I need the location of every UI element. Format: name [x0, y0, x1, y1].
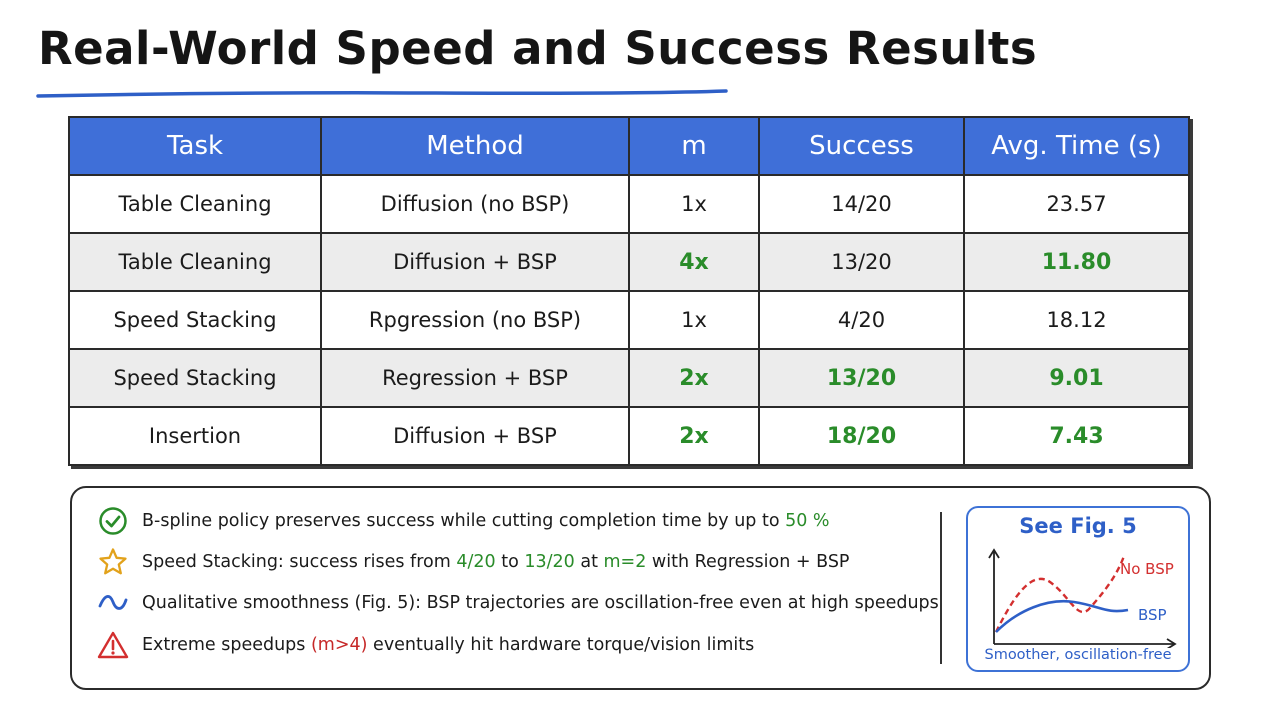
header-method: Method	[320, 116, 630, 176]
figure-callout: See Fig. 5 No BSP BSP Smoother, oscillat…	[966, 506, 1190, 672]
figure-caption: Smoother, oscillation-free	[984, 647, 1172, 663]
note-item: B-spline policy preserves success while …	[96, 506, 830, 536]
cell-success: 13/20	[758, 232, 965, 292]
no-bsp-curve	[994, 555, 1126, 633]
cell-m: 4x	[628, 232, 760, 292]
table-row: Speed Stacking Rpgression (no BSP) 1x 4/…	[68, 290, 1190, 350]
cell-time: 18.12	[963, 290, 1190, 350]
note-item: Speed Stacking: success rises from 4/20 …	[96, 547, 849, 577]
title-underline	[36, 89, 728, 98]
cell-method: Diffusion (no BSP)	[320, 174, 630, 234]
figure-title: See Fig. 5	[1019, 514, 1137, 538]
cell-method: Diffusion + BSP	[320, 232, 630, 292]
bsp-curve	[995, 599, 1129, 633]
note-item: Extreme speedups (m>4) eventually hit ha…	[96, 630, 754, 660]
cell-success: 14/20	[758, 174, 965, 234]
results-table: Task Method m Success Avg. Time (s) Tabl…	[68, 116, 1190, 466]
cell-method: Rpgression (no BSP)	[320, 290, 630, 350]
cell-time: 9.01	[963, 348, 1190, 408]
header-task: Task	[68, 116, 322, 176]
note-text: Speed Stacking: success rises from 4/20 …	[142, 552, 850, 572]
table-header-row: Task Method m Success Avg. Time (s)	[68, 116, 1190, 176]
header-success: Success	[758, 116, 965, 176]
cell-m: 2x	[628, 348, 760, 408]
cell-success: 18/20	[758, 406, 965, 466]
cell-task: Table Cleaning	[68, 174, 322, 234]
wave-icon	[96, 588, 130, 618]
y-axis-arrow	[988, 548, 1000, 559]
check-circle-icon	[96, 506, 130, 536]
cell-time: 7.43	[963, 406, 1190, 466]
cell-success: 13/20	[758, 348, 965, 408]
trajectory-sketch: No BSP BSP	[988, 548, 1177, 648]
star-icon	[96, 547, 130, 577]
table-row: Table Cleaning Diffusion + BSP 4x 13/20 …	[68, 232, 1190, 292]
note-text: Qualitative smoothness (Fig. 5): BSP tra…	[142, 593, 939, 613]
cell-m: 2x	[628, 406, 760, 466]
table-row: Insertion Diffusion + BSP 2x 18/20 7.43	[68, 406, 1190, 466]
warning-icon	[96, 630, 130, 660]
cell-success: 4/20	[758, 290, 965, 350]
bsp-label: BSP	[1138, 606, 1167, 624]
page-title: Real-World Speed and Success Results	[38, 22, 1038, 75]
note-text: Extreme speedups (m>4) eventually hit ha…	[142, 635, 755, 655]
note-item: Qualitative smoothness (Fig. 5): BSP tra…	[96, 588, 939, 618]
key-findings-box: B-spline policy preserves success while …	[70, 486, 1211, 690]
table-row: Speed Stacking Regression + BSP 2x 13/20…	[68, 348, 1190, 408]
header-m: m	[628, 116, 760, 176]
cell-method: Diffusion + BSP	[320, 406, 630, 466]
vertical-divider	[940, 512, 942, 664]
cell-time: 11.80	[963, 232, 1190, 292]
cell-m: 1x	[628, 174, 760, 234]
cell-task: Speed Stacking	[68, 348, 322, 408]
cell-task: Speed Stacking	[68, 290, 322, 350]
table-row: Table Cleaning Diffusion (no BSP) 1x 14/…	[68, 174, 1190, 234]
cell-m: 1x	[628, 290, 760, 350]
cell-task: Table Cleaning	[68, 232, 322, 292]
x-axis-arrow	[1166, 638, 1177, 648]
no-bsp-label: No BSP	[1120, 560, 1174, 578]
note-text: B-spline policy preserves success while …	[142, 511, 830, 531]
cell-task: Insertion	[68, 406, 322, 466]
cell-time: 23.57	[963, 174, 1190, 234]
header-avg-time: Avg. Time (s)	[963, 116, 1190, 176]
cell-method: Regression + BSP	[320, 348, 630, 408]
